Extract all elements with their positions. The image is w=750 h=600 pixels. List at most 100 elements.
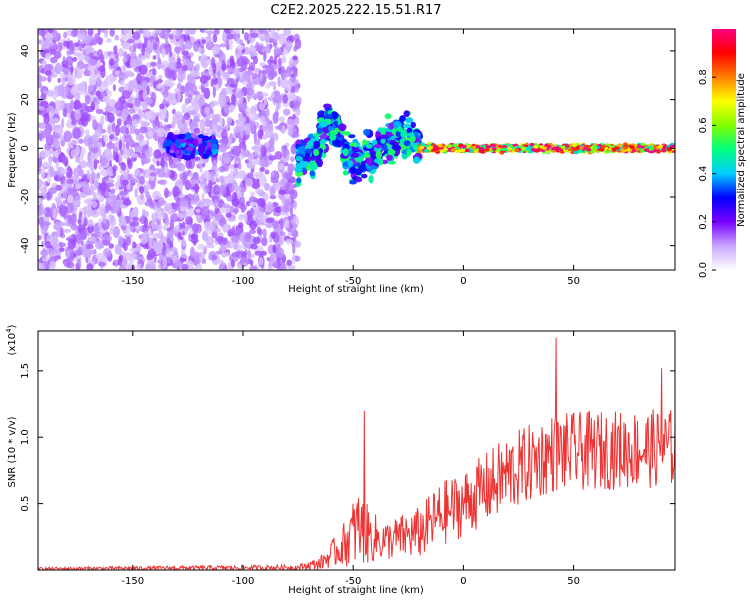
heatmap-cell [579,145,584,150]
heatmap-cell [249,220,257,230]
heatmap-cell [100,91,106,98]
heatmap-cell [620,148,626,153]
heatmap-cell [191,97,196,107]
colorbar-tick-label: 0.4 [698,166,709,182]
heatmap-cell [105,74,114,86]
heatmap-cell [284,68,293,74]
heatmap-cell [170,92,177,100]
heatmap-cell [218,117,224,126]
heatmap-cell [403,140,411,147]
heatmap-cell [43,221,51,226]
heatmap-cell [151,212,158,222]
heatmap-cell [180,205,185,212]
colorbar-tick-label: 0.2 [698,214,709,230]
heatmap-cell [144,150,151,157]
heatmap-cell [269,252,278,264]
heatmap-cell [282,176,286,187]
heatmap-cell [95,231,102,238]
heatmap-cell [97,195,105,203]
heatmap-cell [250,243,258,250]
heatmap-cell [38,235,42,241]
heatmap-cell [188,110,197,116]
heatmap-cell [127,174,132,180]
heatmap-cell [247,161,256,170]
heatmap-cell [363,128,371,136]
snr-multiplier: (x104) [5,324,18,355]
heatmap-cell [176,133,185,139]
heatmap-cell [289,57,294,64]
heatmap-cell [312,140,321,149]
heatmap-cell [70,224,78,231]
heatmap-cell [208,65,214,77]
heatmap-cell [109,134,114,140]
heatmap-cell [285,154,290,162]
heatmap-cell [95,90,101,97]
heatmap-cell [156,79,163,84]
heatmap-cell [137,153,146,159]
heatmap-cell [45,134,54,146]
heatmap-cell [74,42,80,48]
heatmap-cell [62,56,66,62]
heatmap-cell [283,203,289,214]
snr-y-label: SNR (10 * v/v) [7,416,18,487]
heatmap-cell [109,98,116,106]
heatmap-cell [185,82,190,90]
heatmap-cell [204,184,209,191]
heatmap-cell [162,98,167,105]
heatmap-cell [38,65,43,71]
x-tick-label: -100 [232,276,255,287]
heatmap-cell [52,117,60,123]
heatmap-cell [268,155,277,161]
heatmap-cell [38,122,47,129]
heatmap-cell [118,48,124,57]
heatmap-cell [195,263,202,270]
heatmap-cell [291,223,298,230]
heatmap-cell [147,109,156,120]
heatmap-cell [69,40,74,52]
heatmap-cell [223,252,230,258]
heatmap-cell [38,182,43,187]
heatmap-cell [203,29,208,33]
heatmap-cell [171,30,180,36]
heatmap-cell [123,135,133,144]
heatmap-cell [122,29,130,35]
heatmap-cell [368,175,374,184]
heatmap-cell [265,43,271,54]
heatmap-cell [268,60,272,69]
heatmap-cell [232,68,239,74]
heatmap-cell [72,144,77,150]
heatmap-cell [179,257,187,263]
heatmap-cell [90,209,100,218]
heatmap-cell [121,64,127,72]
heatmap-cell [44,70,52,76]
heatmap-cell [611,147,617,152]
heatmap-cell [275,102,281,110]
heatmap-cell [102,248,112,258]
heatmap-cell [233,163,239,169]
heatmap-cell [262,228,267,238]
heatmap-cell [162,257,167,269]
heatmap-cell [238,222,244,229]
heatmap-cell [241,149,251,158]
heatmap-cell [265,217,275,224]
heatmap-cell [70,267,76,270]
heatmap-cell [116,174,121,186]
heatmap-cell [342,170,348,176]
heatmap-cell [84,205,93,215]
heatmap-cell [40,29,46,37]
spectrogram-marks [38,29,675,270]
heatmap-cell [155,112,162,117]
heatmap-cell [215,235,224,242]
heatmap-cell [130,256,135,264]
heatmap-cell [149,76,156,83]
heatmap-cell [227,172,236,182]
heatmap-cell [232,181,235,192]
heatmap-cell [65,166,73,179]
heatmap-cell [141,100,148,111]
heatmap-cell [62,199,67,205]
heatmap-cell [89,184,95,193]
heatmap-cell [238,112,244,125]
heatmap-cell [531,147,536,152]
heatmap-cell [74,183,82,190]
